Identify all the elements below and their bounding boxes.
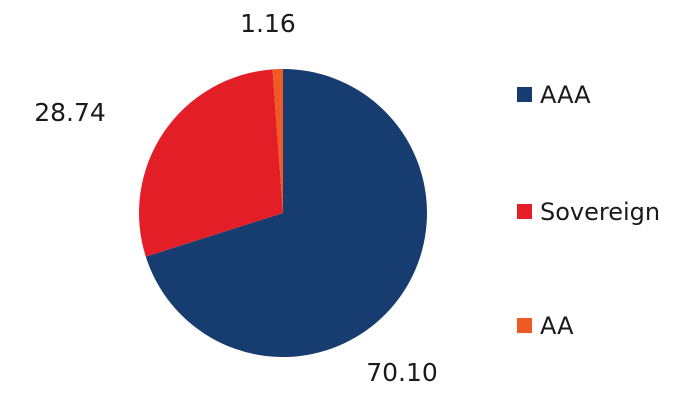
legend-swatch-sovereign [517,204,532,219]
legend-label-sovereign: Sovereign [540,198,660,226]
legend-label-aaa: AAA [540,81,591,109]
legend-label-aa: AA [540,312,574,340]
data-label-aaa: 70.10 [366,358,438,387]
pie-slice-aa [272,69,283,213]
legend-swatch-aa [517,318,532,333]
data-label-aa: 1.16 [240,9,296,38]
pie-slice-sovereign [138,69,283,257]
data-label-sovereign: 28.74 [34,98,106,127]
pie-slice-aaa [145,69,427,357]
legend-swatch-aaa [517,87,532,102]
